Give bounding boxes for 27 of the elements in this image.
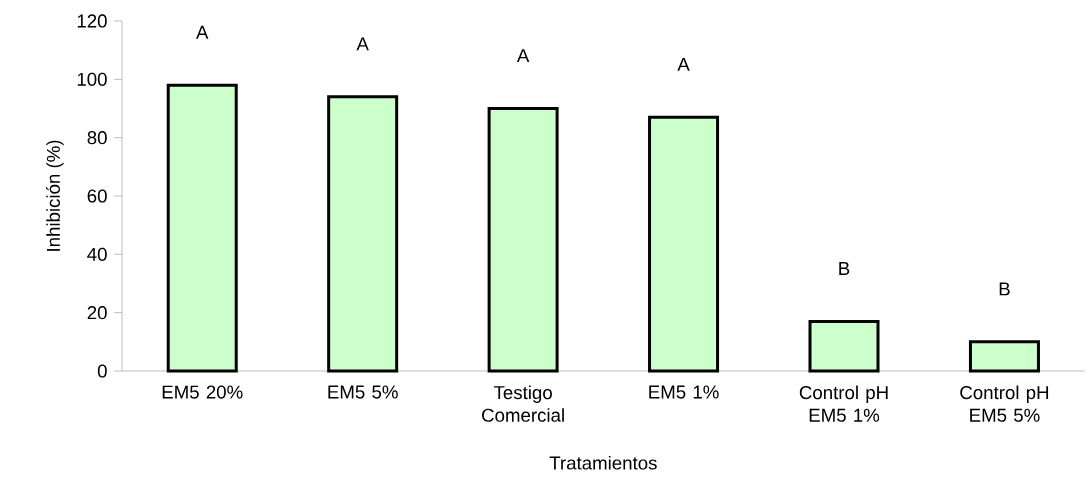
bar [808, 319, 880, 373]
x-tick-label: EM5 5% [328, 385, 398, 399]
bar [968, 340, 1040, 373]
y-tick-label: 100 [77, 72, 107, 86]
x-tick-label: Control pH EM5 5% [960, 385, 1049, 422]
annotation: B [999, 282, 1010, 296]
y-tick-label: 20 [87, 306, 107, 320]
bar [648, 115, 720, 373]
y-tick-label: 60 [87, 189, 107, 203]
annotation: A [356, 37, 369, 51]
x-tick-label: Testigo Comercial [482, 385, 564, 422]
x-tick-label: EM5 1% [649, 385, 719, 399]
x-axis-title: Tratamientos [549, 455, 657, 470]
y-tick-label: 120 [77, 14, 107, 28]
x-tick-label: Control pH EM5 1% [799, 385, 888, 422]
bar [166, 83, 238, 373]
annotation: A [196, 25, 209, 39]
y-tick-label: 40 [87, 247, 107, 261]
y-axis-title: Inhibición (%) [46, 140, 64, 251]
bar [487, 107, 559, 373]
bar [327, 95, 399, 373]
y-tick-label: 80 [87, 131, 107, 145]
annotation: B [839, 262, 850, 275]
annotation: A [677, 57, 690, 71]
x-tick-label: EM5 20% [162, 385, 243, 399]
y-tick-label: 0 [97, 364, 107, 378]
annotation: A [516, 49, 530, 63]
